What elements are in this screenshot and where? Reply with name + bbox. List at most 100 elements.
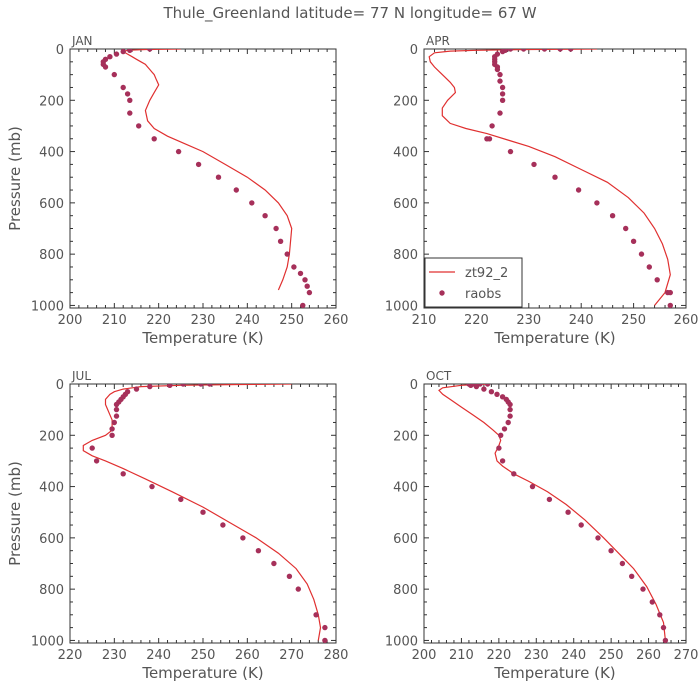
data-point-raobs [147,384,153,390]
data-point-raobs [313,612,319,618]
y-tick-label: 0 [410,43,418,58]
x-tick-label: 200 [58,313,83,328]
legend-swatch-point [439,290,445,296]
data-point-raobs [113,413,120,419]
data-point-raobs [568,49,574,52]
y-tick-label: 600 [39,532,64,547]
data-point-raobs [127,49,133,53]
data-point-raobs [195,161,202,168]
data-point-raobs [489,123,495,129]
y-tick-label: 1000 [385,634,418,649]
data-point-raobs [262,213,268,219]
data-point-raobs [529,483,536,490]
panel-label: JAN [71,34,93,48]
x-tick-label: 260 [674,313,699,328]
x-tick-label: 210 [449,648,474,663]
x-axis-label: Temperature (K) [493,329,615,347]
data-point-raobs [541,49,548,52]
data-point-raobs [608,548,614,554]
series-line-zt92_2 [82,384,322,641]
data-point-raobs [111,71,118,78]
x-tick-label: 210 [102,313,127,328]
data-point-raobs [291,264,297,270]
data-point-raobs [302,277,308,283]
data-point-raobs [594,200,600,206]
data-point-raobs [498,432,504,438]
y-tick-label: 400 [393,481,418,496]
data-point-raobs [240,535,246,541]
x-tick-label: 260 [324,313,349,328]
data-point-raobs [297,270,304,277]
data-point-raobs [667,302,673,308]
data-point-raobs [124,91,131,97]
panel-label: OCT [426,369,452,383]
data-point-raobs [167,384,173,388]
plot-area [428,49,673,308]
data-point-raobs [481,386,487,392]
data-point-raobs [133,386,140,392]
data-point-raobs [546,496,553,503]
data-point-raobs [113,406,120,413]
y-tick-label: 800 [393,248,418,263]
series-line-zt92_2 [438,384,666,641]
data-point-raobs [304,283,310,289]
y-axis-label: Pressure (mb) [6,126,24,231]
x-tick-label: 210 [412,313,437,328]
y-tick-label: 800 [39,583,64,598]
data-point-raobs [488,389,495,395]
data-point-raobs [578,522,584,528]
panel-oct: 200 210 220 230 240 250 260 270 0 200 400 600 800 100… [385,369,699,682]
data-point-raobs [306,289,313,296]
data-point-raobs [507,406,513,413]
panel-label: APR [426,34,450,48]
data-point-raobs [120,471,126,477]
data-point-raobs [271,560,277,567]
data-point-raobs [552,174,558,180]
data-point-raobs [113,401,120,408]
data-point-raobs [494,391,500,397]
data-point-raobs [273,225,279,232]
data-point-raobs [501,426,508,432]
series-line-zt92_2 [121,49,293,291]
legend-label: raobs [465,287,502,302]
data-point-raobs [499,97,506,104]
x-tick-label: 240 [146,648,171,663]
data-point-raobs [295,586,301,592]
data-point-raobs [649,599,655,605]
data-point-raobs [662,637,669,643]
legend-label: zt92_2 [465,266,508,281]
data-point-raobs [93,458,100,464]
x-tick-label: 230 [524,648,549,663]
figure-title: Thule_Greenland latitude= 77 N longitude… [162,4,536,23]
data-point-raobs [499,84,506,91]
data-point-raobs [497,71,503,78]
data-point-raobs [497,110,503,116]
y-tick-label: 1000 [31,634,64,649]
x-tick-label: 240 [235,313,260,328]
x-tick-label: 230 [516,313,541,328]
data-point-raobs [499,91,506,97]
data-point-raobs [120,49,126,55]
data-point-raobs [127,97,133,104]
plot-frame [423,383,687,644]
chart-panels: 200 210 220 230 240 250 260 0 200 400 600 800 1000 JA… [6,34,698,682]
y-tick-label: 600 [39,197,64,212]
x-tick-label: 270 [674,648,699,663]
x-tick-label: 250 [279,313,304,328]
y-tick-label: 200 [39,94,64,109]
x-tick-label: 240 [561,648,586,663]
data-point-raobs [149,483,155,490]
data-point-raobs [120,84,126,91]
y-tick-label: 0 [56,378,64,393]
panel-label: JUL [71,369,91,383]
x-axis-label: Temperature (K) [141,329,263,347]
plot-frame [69,48,337,309]
data-point-raobs [175,148,182,155]
x-tick-label: 230 [191,313,216,328]
data-point-raobs [249,200,255,206]
data-point-raobs [505,419,511,426]
x-tick-label: 220 [486,648,511,663]
data-point-raobs [507,413,513,419]
y-tick-label: 600 [393,532,418,547]
x-tick-label: 260 [636,648,661,663]
